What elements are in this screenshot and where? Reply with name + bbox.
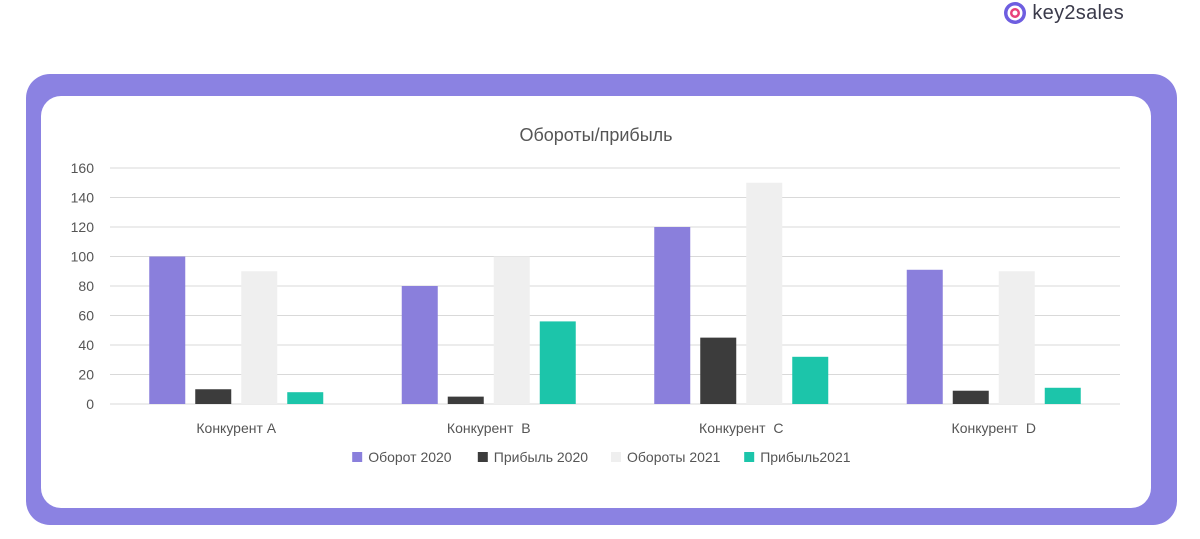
bar-3-4 (998, 271, 1035, 404)
brand-name: key2sales (1032, 1, 1124, 24)
legend-label: Обороты 2021 (627, 449, 721, 465)
legend-swatch (477, 452, 488, 462)
bar-1-2 (401, 286, 438, 404)
legend-swatch (611, 452, 621, 462)
y-tick-label: 60 (78, 308, 94, 324)
y-tick-label: 100 (71, 249, 95, 265)
x-category-label: Конкурент A (196, 420, 276, 436)
chart-card (41, 96, 1151, 508)
y-tick-label: 20 (78, 367, 94, 383)
chart-title: Обороты/прибыль (519, 125, 672, 145)
bar-4-1 (287, 392, 324, 404)
legend-label: Прибыль 2020 (494, 449, 588, 465)
y-tick-label: 120 (71, 219, 95, 235)
bar-2-1 (195, 389, 232, 404)
bar-2-3 (700, 337, 737, 404)
legend-swatch (352, 452, 363, 462)
bar-3-1 (241, 271, 278, 404)
x-category-label: Конкурент C (699, 420, 783, 436)
legend-label: Прибыль2021 (760, 449, 851, 465)
x-category-label: Конкурент B (447, 420, 531, 436)
bar-4-2 (539, 321, 576, 404)
bar-3-3 (746, 182, 783, 404)
legend-label: Оборот 2020 (368, 449, 452, 465)
bar-4-3 (792, 356, 829, 404)
bar-4-4 (1044, 387, 1081, 404)
bar-1-4 (906, 269, 943, 404)
bar-1-1 (149, 256, 186, 404)
legend-swatch (744, 452, 755, 462)
y-tick-label: 140 (71, 190, 95, 206)
bar-2-4 (952, 390, 989, 404)
bar-2-2 (447, 396, 484, 404)
y-tick-label: 80 (78, 278, 94, 294)
bar-1-3 (654, 227, 691, 404)
y-tick-label: 0 (86, 396, 94, 412)
y-tick-label: 40 (78, 337, 94, 353)
target-logo-icon (1004, 2, 1027, 24)
y-tick-label: 160 (71, 160, 95, 176)
x-category-label: Конкурент D (952, 420, 1036, 436)
bar-3-2 (493, 256, 530, 404)
brand-logo: key2sales (1003, 0, 1124, 26)
